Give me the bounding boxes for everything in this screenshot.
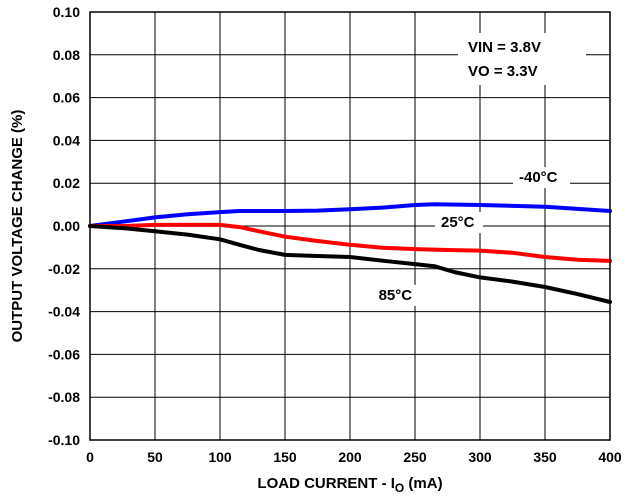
series-label-bg bbox=[372, 284, 421, 306]
y-tick-labels: 0.10 0.08 0.06 0.04 0.02 0.00 -0.02 -0.04 -0.06 -… bbox=[48, 4, 80, 448]
series-label-bg bbox=[435, 212, 483, 234]
series-layer bbox=[88, 202, 612, 304]
y-tick-label: -0.04 bbox=[48, 304, 80, 320]
x-tick-label: 50 bbox=[147, 449, 163, 465]
conditions-box bbox=[458, 33, 586, 85]
y-tick-label: 0.02 bbox=[53, 175, 80, 191]
x-tick-labels: 0 50 100 150 200 250 300 350 400 bbox=[86, 449, 622, 465]
x-tick-label: 400 bbox=[598, 449, 622, 465]
x-tick-label: 100 bbox=[208, 449, 232, 465]
x-axis-label-unit: (mA) bbox=[404, 475, 442, 492]
grid-lines bbox=[90, 12, 610, 440]
y-tick-label: -0.02 bbox=[48, 261, 80, 277]
series-label-1: 25°C bbox=[441, 214, 475, 231]
y-tick-label: -0.10 bbox=[48, 432, 80, 448]
y-tick-label: 0.10 bbox=[53, 4, 80, 20]
y-tick-label: -0.06 bbox=[48, 346, 80, 362]
series-label-layer: -40°C 25°C 85°C bbox=[372, 167, 570, 306]
y-tick-label: 0.04 bbox=[53, 132, 80, 148]
x-tick-label: 200 bbox=[338, 449, 362, 465]
y-tick-label: 0.00 bbox=[53, 218, 80, 234]
plot-frame bbox=[89, 11, 611, 441]
series-label-0: -40°C bbox=[519, 169, 558, 186]
series-label-bg bbox=[513, 167, 570, 189]
conditions-vin: VIN = 3.8V bbox=[468, 39, 541, 56]
conditions-vo: VO = 3.3V bbox=[468, 63, 538, 80]
y-axis-label: OUTPUT VOLTAGE CHANGE (%) bbox=[9, 110, 26, 343]
series-line-2 bbox=[88, 224, 612, 304]
y-tick-label: 0.06 bbox=[53, 90, 80, 106]
x-tick-label: 350 bbox=[533, 449, 557, 465]
y-tick-label: -0.08 bbox=[48, 389, 80, 405]
x-tick-label: 150 bbox=[273, 449, 297, 465]
x-tick-label: 300 bbox=[468, 449, 492, 465]
x-tick-label: 0 bbox=[86, 449, 94, 465]
conditions-annotation: VIN = 3.8V VO = 3.3V bbox=[458, 33, 586, 85]
series-label-2: 85°C bbox=[379, 287, 413, 304]
x-axis-label: LOAD CURRENT - IO (mA) bbox=[257, 475, 442, 495]
series-line-1 bbox=[88, 222, 612, 263]
series-line-0 bbox=[88, 202, 612, 228]
x-axis-label-main: LOAD CURRENT - I bbox=[257, 475, 395, 492]
x-axis-label-subscript: O bbox=[395, 481, 404, 495]
x-tick-label: 250 bbox=[403, 449, 427, 465]
y-tick-label: 0.08 bbox=[53, 47, 80, 63]
